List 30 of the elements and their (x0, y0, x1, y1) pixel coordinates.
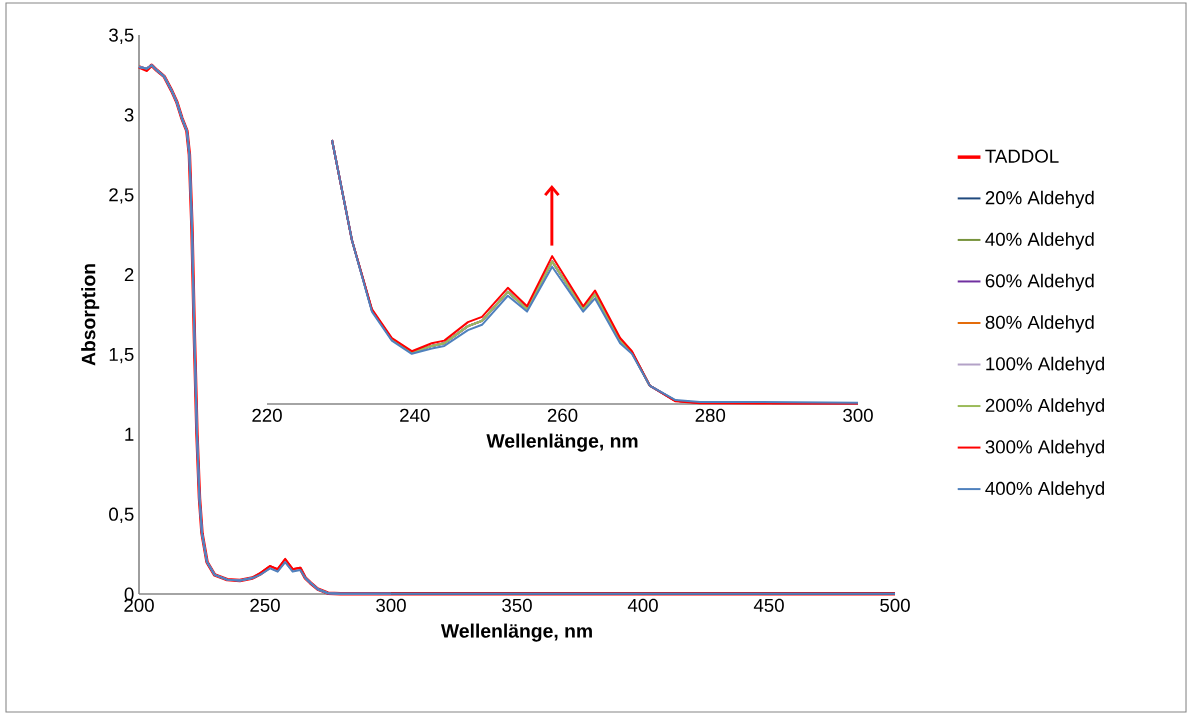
x-axis-title: Wellenlänge, nm (440, 623, 592, 642)
legend-label: 40% Aldehyd (985, 232, 1094, 250)
x-tick-label: 280 (695, 408, 726, 422)
legend-label: 400% Aldehyd (985, 481, 1105, 499)
y-axis-title: Absorption (81, 264, 100, 366)
x-axis-title: Wellenlänge, nm (486, 433, 638, 452)
y-tick-label: 1 (125, 427, 134, 441)
legend-label: 80% Aldehyd (985, 315, 1094, 333)
legend-label: 300% Aldehyd (985, 439, 1105, 458)
y-tick-label: 3 (124, 108, 134, 122)
x-tick-label: 240 (400, 408, 430, 422)
x-tick-label: 260 (547, 408, 578, 422)
x-tick-label: 500 (880, 598, 910, 612)
y-tick-label: 2,5 (109, 188, 134, 204)
x-tick-label: 250 (250, 598, 280, 612)
x-tick-label: 300 (843, 408, 873, 422)
x-tick-label: 450 (753, 598, 784, 612)
y-tick-label: 1,5 (109, 348, 134, 364)
x-tick-label: 350 (502, 598, 532, 612)
legend-label: 20% Aldehyd (985, 190, 1094, 209)
x-tick-label: 220 (252, 408, 282, 422)
y-tick-label: 3,5 (109, 28, 134, 44)
x-tick-label: 400 (627, 598, 658, 612)
x-tick-label: 300 (376, 598, 406, 612)
legend-label: TADDOL (985, 149, 1059, 163)
y-tick-label: 2 (124, 268, 134, 282)
y-tick-label: 0,5 (109, 507, 134, 524)
legend-label: 60% Aldehyd (985, 273, 1094, 292)
legend-label: 100% Aldehyd (986, 356, 1105, 375)
legend-label: 200% Aldehyd (985, 398, 1105, 416)
